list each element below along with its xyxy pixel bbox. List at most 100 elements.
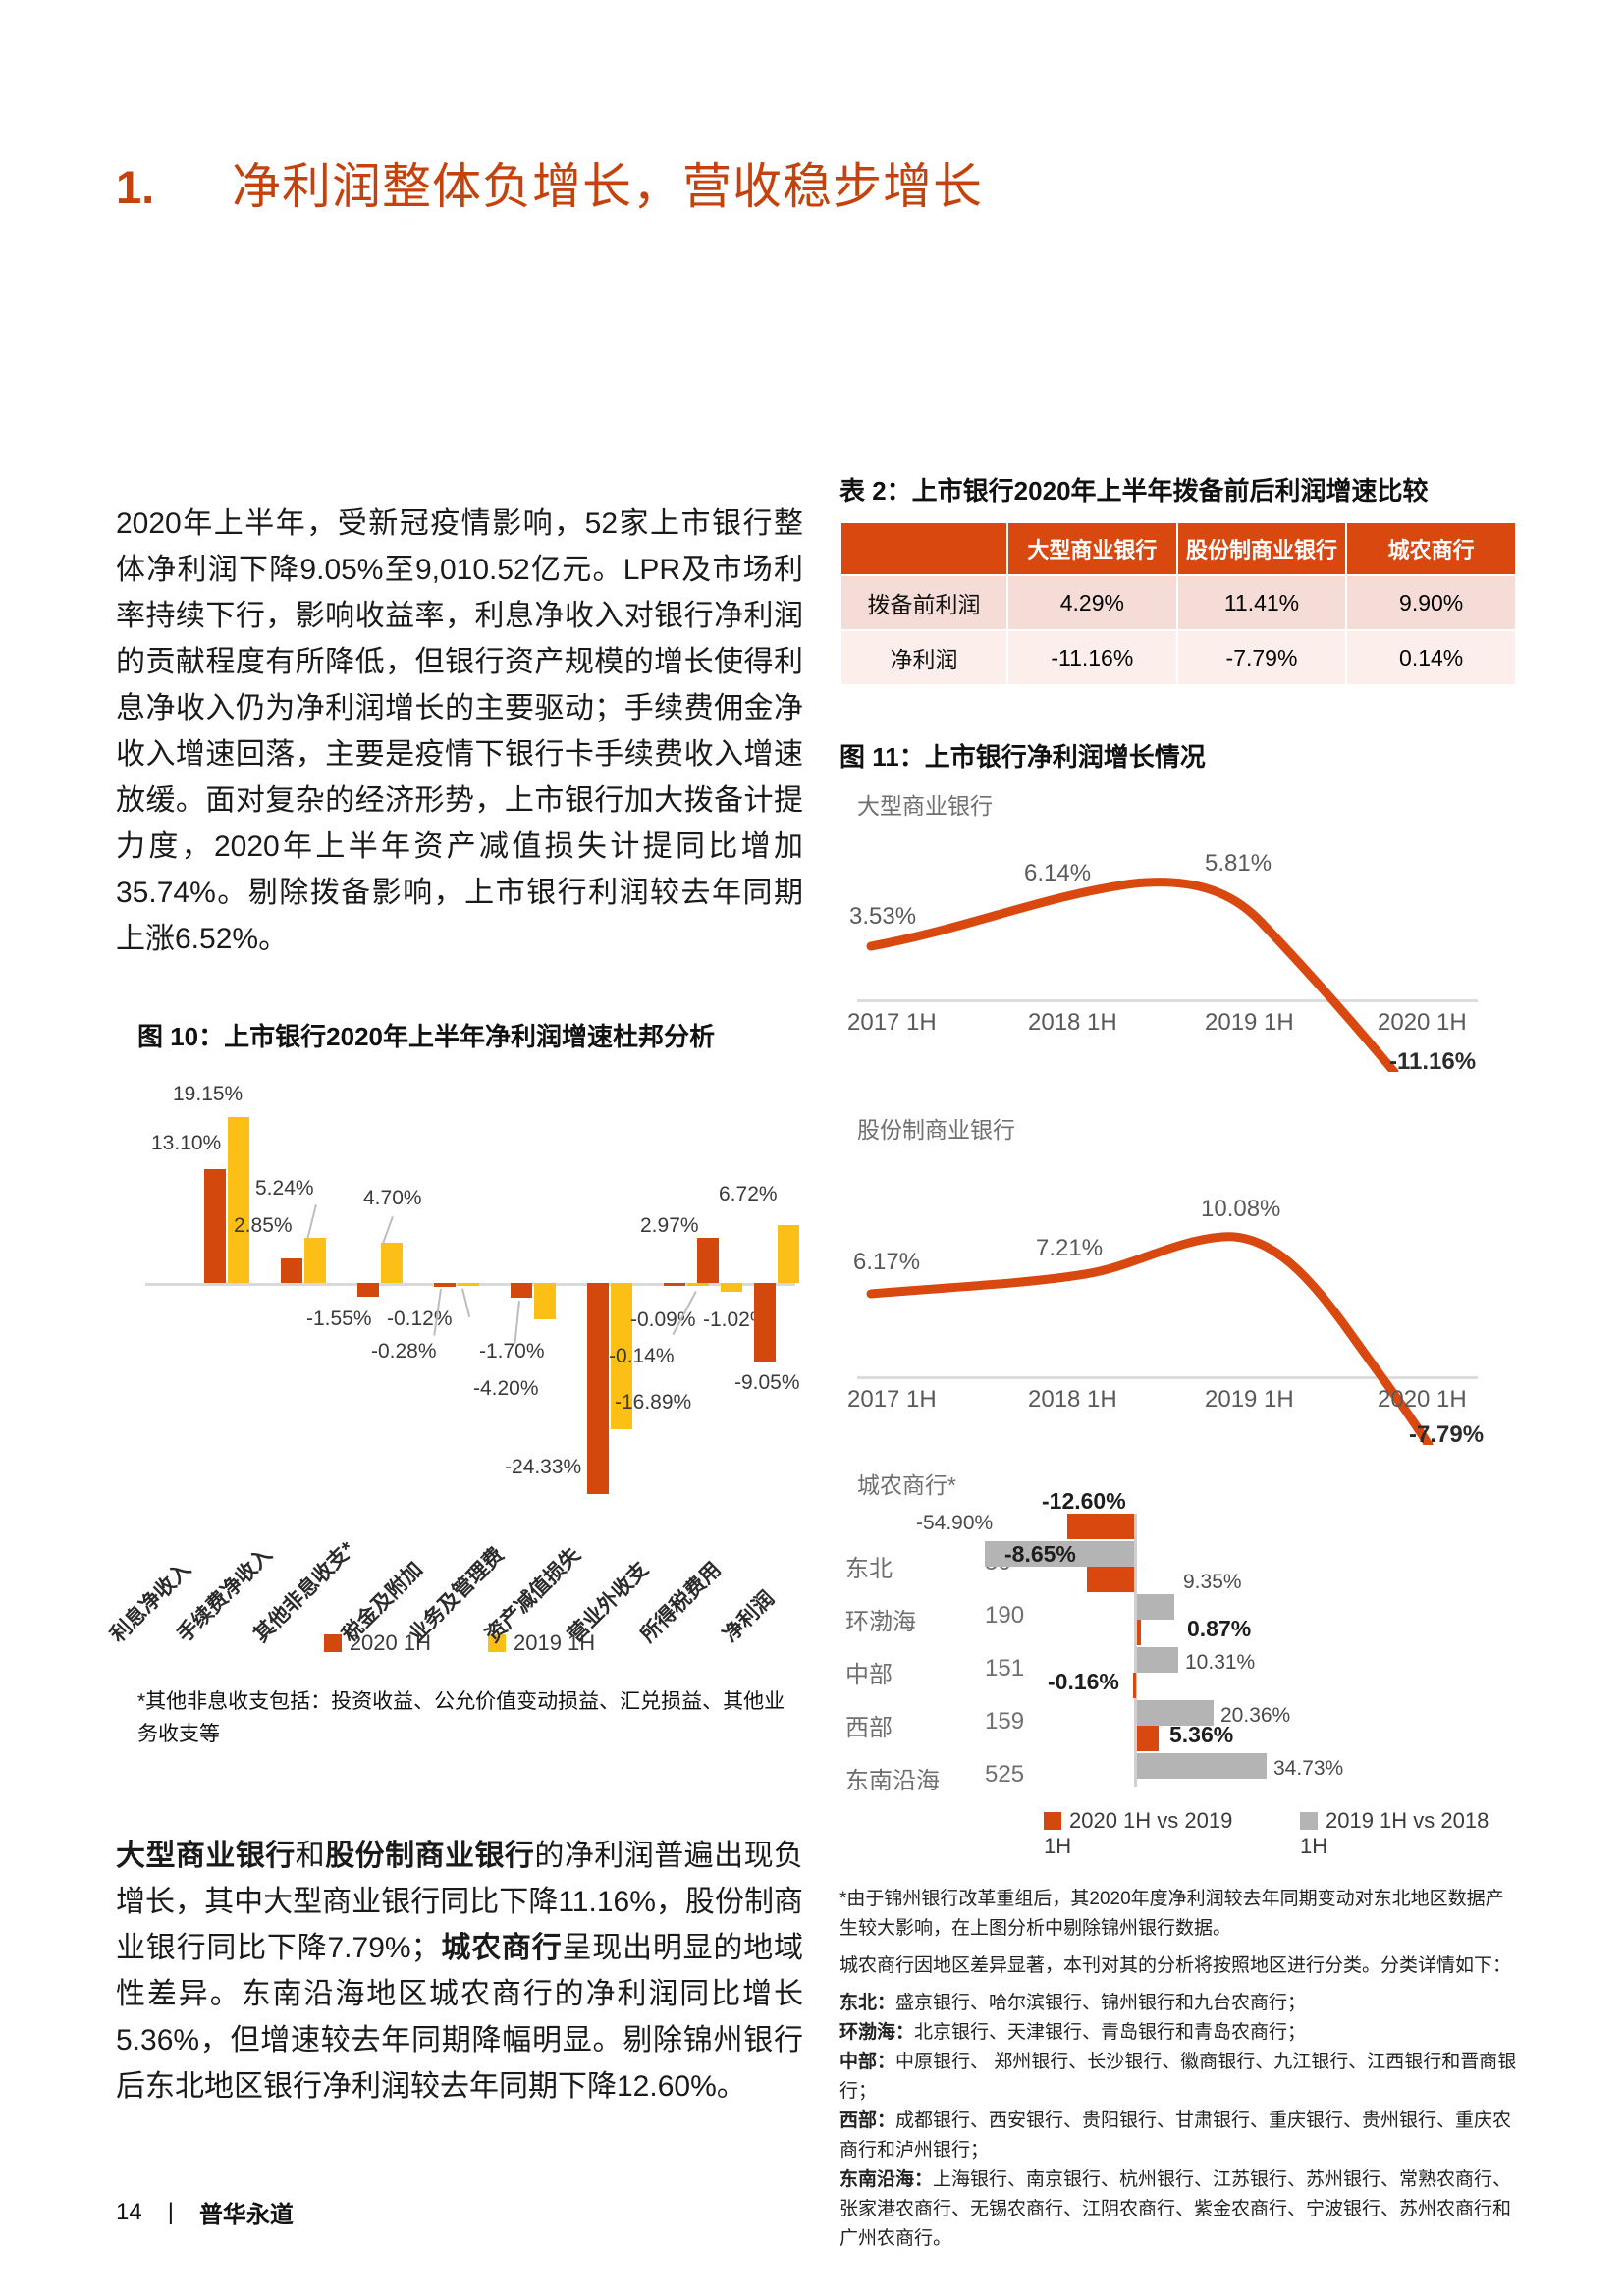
region-label-1: 环渤海 <box>845 1609 916 1635</box>
data-label-4-70: 4.70% <box>363 1187 422 1209</box>
tick-2020: 2020 1H <box>1378 1009 1467 1036</box>
figure-11c-chart: 东北 50 -12.60% -54.90% 环渤海 190 -8.65% 9.3… <box>839 1488 1517 1800</box>
region-classification-item: 东北：盛京银行、哈尔滨银行、锦州银行和九台农商行； <box>839 1989 1517 2018</box>
legend-swatch-current <box>1044 1812 1061 1830</box>
bar-2020-4 <box>434 1283 456 1287</box>
figure-11c-subtitle: 城农商行* <box>857 1472 956 1498</box>
label-2019-value: 5.81% <box>1205 850 1272 877</box>
bar-2019-8 <box>721 1283 742 1292</box>
bar-2020-8 <box>697 1238 719 1283</box>
legend-label-previous: 2019 1H vs 2018 1H <box>1300 1808 1489 1858</box>
tick-2018: 2018 1H <box>1028 1386 1117 1413</box>
data-label-13-10: 13.10% <box>151 1132 222 1154</box>
table-header-row: 大型商业银行 股份制商业银行 城农商行 <box>839 521 1517 576</box>
table-header-city-rural: 城农商行 <box>1345 521 1517 576</box>
bar-2019-2 <box>304 1238 326 1283</box>
region-bar-previous-2 <box>1137 1647 1178 1673</box>
legend-label-current: 2020 1H vs 2019 1H <box>1044 1808 1233 1858</box>
footer-separator: | <box>167 2198 174 2225</box>
region-bar-previous-4 <box>1137 1753 1267 1779</box>
figure-11-footnote-2: 城农商行因地区差异显著，本刊对其的分析将按照地区进行分类。分类详情如下： <box>839 1955 1512 1976</box>
region-bar-current-4 <box>1137 1726 1159 1751</box>
tick-2019: 2019 1H <box>1205 1009 1294 1036</box>
data-label-neg-9-05: -9.05% <box>734 1371 800 1394</box>
region-bar-current-1 <box>1087 1567 1134 1592</box>
figure-11a-chart: 3.53% 6.14% 5.81% 2017 1H 2018 1H 2019 1… <box>839 827 1488 1075</box>
region-value-current-1: -8.65% <box>1004 1541 1076 1567</box>
leader-line-5-24 <box>306 1204 317 1240</box>
figure-10-footnote: *其他非息收支包括：投资收益、公允价值变动损益、汇兑损益、其他业务收支等 <box>137 1690 785 1745</box>
region-bar-current-2 <box>1137 1620 1141 1645</box>
data-label-neg-16-89: -16.89% <box>615 1391 692 1414</box>
label-2020-value: -11.16% <box>1389 1048 1477 1075</box>
figure-10-legend: 2020 1H 2019 1H <box>116 1630 803 1656</box>
data-label-neg-0-12: -0.12% <box>387 1308 453 1330</box>
row-label-net-profit: 净利润 <box>839 629 1008 686</box>
region-count-1: 190 <box>985 1602 1025 1629</box>
cell-pre-provision-large: 4.29% <box>1006 574 1178 631</box>
analysis-paragraph: 大型商业银行和股份制商业银行的净利润普遍出现负增长，其中大型商业银行同比下降11… <box>116 1840 804 2103</box>
intro-paragraph: 2020年上半年，受新冠疫情影响，52家上市银行整体净利润下降9.05%至9,0… <box>116 507 803 955</box>
region-value-previous-3: 20.36% <box>1220 1704 1291 1727</box>
region-count-3: 159 <box>985 1708 1025 1735</box>
region-label-4: 东南沿海 <box>845 1768 940 1794</box>
region-classification-banks: 中原银行、 郑州银行、长沙银行、徽商银行、九江银行、江西银行和晋商银行； <box>839 2052 1517 2102</box>
region-bar-current-3 <box>1133 1673 1136 1698</box>
label-2018-value: 6.14% <box>1024 860 1092 886</box>
region-bar-current-0 <box>1067 1514 1134 1539</box>
data-label-2-85: 2.85% <box>234 1214 293 1237</box>
data-label-neg-0-28: -0.28% <box>371 1340 437 1362</box>
cell-net-profit-city: 0.14% <box>1345 629 1517 686</box>
bar-2020-3 <box>357 1283 379 1297</box>
region-classification-item: 东南沿海：上海银行、南京银行、杭州银行、江苏银行、苏州银行、常熟农商行、张家港农… <box>839 2165 1517 2254</box>
page-title-text: 净利润整体负增长，营收稳步增长 <box>232 159 983 214</box>
legend-label-2019: 2019 1H <box>514 1630 596 1655</box>
table-row: 净利润 -11.16% -7.79% 0.14% <box>839 629 1517 686</box>
leader-line-1-70 <box>514 1301 520 1344</box>
figure-11a-axis <box>857 999 1478 1002</box>
tick-2017: 2017 1H <box>847 1386 937 1413</box>
figure-10-category-labels: 利息净收入 手续费净收入 其他非息收支* 税金及附加 业务及管理费 资产减值损失… <box>106 1489 803 1646</box>
leader-line-4-70 <box>381 1216 394 1245</box>
row-label-pre-provision: 拨备前利润 <box>839 574 1008 631</box>
figure-11a-subtitle: 大型商业银行 <box>857 793 993 819</box>
page-title: 1. 净利润整体负增长，营收稳步增长 <box>116 147 1510 218</box>
data-label-neg-24-33: -24.33% <box>505 1456 582 1478</box>
bar-2019-3 <box>381 1243 403 1283</box>
region-classification-item: 环渤海：北京银行、天津银行、青岛银行和青岛农商行； <box>839 2018 1517 2048</box>
table-header-joint-stock: 股份制商业银行 <box>1175 521 1348 576</box>
data-label-neg-4-20: -4.20% <box>473 1377 539 1400</box>
legend-swatch-2019 <box>488 1634 506 1652</box>
legend-swatch-previous <box>1300 1812 1318 1830</box>
data-label-neg-1-02: -1.02% <box>703 1308 769 1331</box>
region-value-current-0: -12.60% <box>1042 1488 1126 1514</box>
legend-swatch-2020 <box>323 1634 342 1652</box>
region-label-2: 中部 <box>845 1662 893 1688</box>
cell-pre-provision-city: 9.90% <box>1345 574 1517 631</box>
region-classification-item: 中部：中原银行、 郑州银行、长沙银行、徽商银行、九江银行、江西银行和晋商银行； <box>839 2048 1517 2107</box>
table-header-blank <box>839 521 1008 576</box>
bar-2019-7 <box>687 1283 709 1286</box>
bar-2019-5 <box>534 1283 556 1319</box>
tick-2018: 2018 1H <box>1028 1009 1117 1036</box>
bar-2020-2 <box>281 1258 302 1283</box>
cell-pre-provision-joint: 11.41% <box>1175 574 1348 631</box>
legend-item-2020: 2020 1H <box>323 1630 431 1656</box>
region-classification-banks: 盛京银行、哈尔滨银行、锦州银行和九台农商行； <box>895 1993 1307 2013</box>
region-classification-name: 西部： <box>839 2110 896 2131</box>
figure-11c-zero-axis <box>1134 1514 1137 1787</box>
region-value-previous-1: 9.35% <box>1183 1571 1242 1593</box>
region-value-current-3: -0.16% <box>1048 1669 1119 1694</box>
figure-10-chart: 13.10% 19.15% 2.85% 5.24% -1.55% 4.70% -… <box>116 1067 803 1494</box>
region-classification-banks: 北京银行、天津银行、青岛银行和青岛农商行； <box>914 2022 1307 2043</box>
region-count-2: 151 <box>985 1655 1025 1682</box>
bar-2019-6 <box>611 1283 632 1429</box>
figure-11-footnote-1: *由于锦州银行改革重组后，其2020年度净利润较去年同期变动对东北地区数据产生较… <box>839 1889 1504 1939</box>
table-2: 大型商业银行 股份制商业银行 城农商行 拨备前利润 4.29% 11.41% 9… <box>839 521 1517 686</box>
tick-2017: 2017 1H <box>847 1009 937 1036</box>
figure-11b-axis <box>857 1376 1478 1379</box>
brand-name: 普华永道 <box>198 2202 294 2228</box>
bar-2019-4 <box>458 1283 479 1286</box>
figure-11b-chart: 6.17% 7.21% 10.08% 2017 1H 2018 1H 2019 … <box>839 1150 1488 1448</box>
